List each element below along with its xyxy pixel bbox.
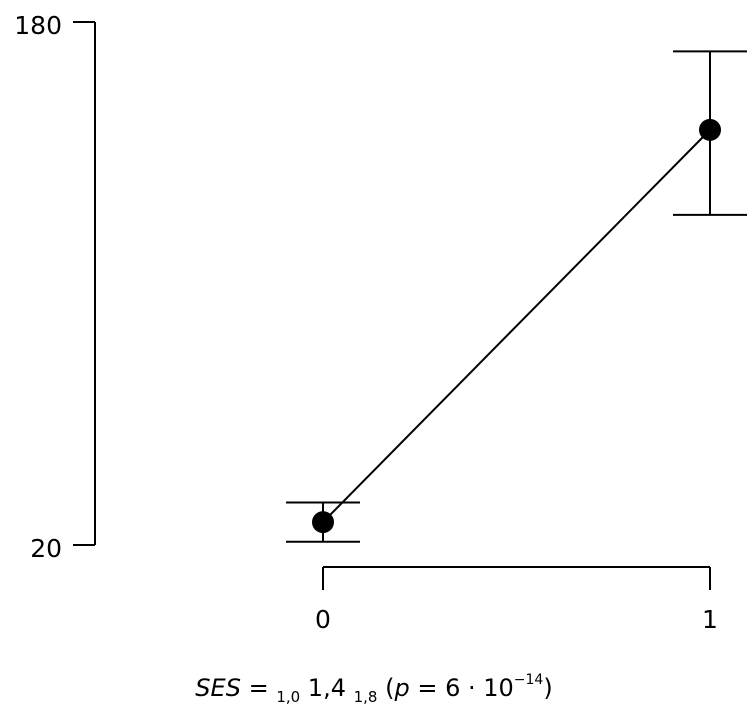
data-point-0 xyxy=(312,511,334,534)
p-exponent: −14 xyxy=(513,672,544,688)
series-line xyxy=(322,129,711,523)
x-axis xyxy=(322,566,711,590)
series-marks xyxy=(286,50,747,543)
effect-size-caption: SES = 1,0 1,4 1,8 (p = 6 · 10−14) xyxy=(0,672,748,706)
x-tick-label-0: 0 xyxy=(315,605,331,634)
ses-label: SES xyxy=(195,674,241,702)
x-tick-label-1: 1 xyxy=(702,605,718,634)
y-tick-label-bottom: 20 xyxy=(30,534,62,563)
paren-open: ( xyxy=(377,674,395,702)
paren-close: ) xyxy=(543,674,553,702)
p-value: = 6 · 10 xyxy=(409,674,514,702)
equals-sign: = xyxy=(240,674,277,702)
effect-estimate: 1,4 xyxy=(300,674,354,702)
chart-area: 180 20 0 1 xyxy=(14,11,747,634)
y-axis xyxy=(73,21,96,546)
y-tick-label-top: 180 xyxy=(14,11,62,40)
p-label: p xyxy=(394,674,410,702)
ci-lower: 1,0 xyxy=(276,688,301,706)
data-point-1 xyxy=(699,118,721,141)
ci-upper: 1,8 xyxy=(353,688,378,706)
